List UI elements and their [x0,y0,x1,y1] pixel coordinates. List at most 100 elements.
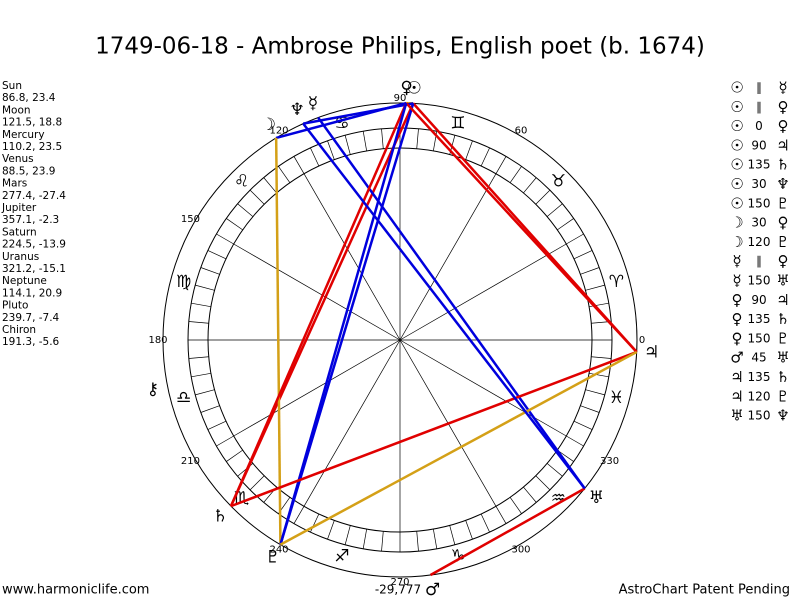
planet-lon: 110.2 [2,141,32,153]
aspect-type: 90 [751,293,766,307]
planet-coords: 277.4, -27.4 [2,190,66,202]
planet-lon: 239.7 [2,312,32,324]
planet-name: Moon [2,104,31,116]
band-tick [362,529,368,549]
band-tick [546,203,563,217]
planet-lat: -2.3 [39,214,60,226]
band-tick [195,389,215,396]
aspect-planet: ♇ [776,329,789,347]
planet-glyph: ⚷ [147,379,159,399]
planet-lat: 23.4 [32,92,56,104]
band-tick [465,520,473,540]
sign-glyph: ♉ [551,172,566,192]
aspect-planet: ♃ [776,136,789,154]
planet-name: Mars [2,178,27,190]
planet-coords: 191.3, -5.6 [2,336,60,348]
spoke [399,173,497,341]
aspect-line [279,350,638,546]
planet-lat: 23.5 [39,141,62,153]
degree-label: 300 [511,545,530,556]
degree-label: 330 [600,456,619,467]
band-tick [523,177,537,194]
aspect-planet: ♆ [776,175,789,193]
planet-lat: 23.9 [32,165,55,177]
planet-name: Venus [2,153,34,165]
band-tick [585,389,605,396]
planet-lat: -13.9 [39,239,66,251]
planet-glyph: ♂ [425,580,440,600]
aspect-type: 30 [751,216,766,230]
sign-glyph: ♐ [334,546,349,566]
band-tick [465,140,473,160]
band-tick [191,372,211,378]
band-tick [195,284,215,291]
band-tick [278,166,291,183]
band-tick [200,405,220,413]
planet-lat: -7.4 [39,312,60,324]
aspect-planet: ♀ [778,214,789,232]
band-tick [327,520,335,540]
sign-glyph: ♍ [176,272,191,292]
planet-glyph: ♆ [289,100,304,120]
band-tick [207,420,227,430]
planet-name: Neptune [2,275,47,287]
aspect-type: 30 [751,177,766,191]
planet-name: Pluto [2,300,28,312]
band-tick [226,218,243,231]
aspect-planet: ☽ [730,233,743,251]
degree-label: 0 [639,335,645,346]
band-tick [580,405,600,413]
band-tick [362,131,368,151]
band-tick [509,497,522,514]
band-tick [310,147,320,167]
band-tick [449,525,456,545]
sign-glyph: ♈ [609,272,624,292]
band-tick [249,189,265,205]
planet-coords: 88.5, 23.9 [2,165,55,177]
footer-right: AstroChart Patent Pending [619,583,790,598]
band-tick [381,531,384,552]
planet-coords: 86.8, 23.4 [2,92,56,104]
aspect-type: ∥ [756,81,762,95]
sign-glyph: ♌ [234,172,249,192]
band-tick [344,525,351,545]
band-tick [188,321,209,324]
center-note: -29,777 [375,583,421,597]
planet-coords: 239.7, -7.4 [2,312,60,324]
band-tick [480,513,490,533]
aspect-planet: ♀ [778,252,789,270]
aspect-type: 90 [751,138,766,152]
band-tick [495,156,507,174]
aspect-type: 120 [748,389,771,403]
degree-label: 210 [181,456,200,467]
band-tick [566,233,584,245]
aspect-line [274,137,282,545]
band-tick [293,506,305,524]
aspect-planet: ♂ [730,349,743,367]
band-tick [546,463,563,477]
aspect-type: 45 [751,351,766,365]
aspect-type: 135 [748,158,771,172]
aspect-type: ∥ [756,100,762,114]
band-tick [557,218,574,231]
planet-coords: 121.5, 18.8 [2,117,62,129]
band-tick [188,356,209,359]
band-tick [293,156,305,174]
band-tick [310,513,320,533]
degree-label: 60 [515,125,528,136]
planet-coords: 110.2, 23.5 [2,141,62,153]
band-tick [535,189,551,205]
aspect-type: 120 [748,235,771,249]
aspect-planet: ♃ [730,387,743,405]
planet-lon: 121.5 [2,117,32,129]
aspect-type: 150 [748,274,771,288]
aspect-type: 135 [748,370,771,384]
aspect-planet: ♃ [776,291,789,309]
aspect-type: ∥ [756,254,762,268]
aspect-type: 150 [748,196,771,210]
planet-glyph: ♅ [589,488,604,508]
aspect-planet: ♇ [776,233,789,251]
planet-name: Mercury [2,129,45,141]
aspect-planet: ♀ [778,98,789,116]
planet-glyph: ♇ [265,548,280,568]
